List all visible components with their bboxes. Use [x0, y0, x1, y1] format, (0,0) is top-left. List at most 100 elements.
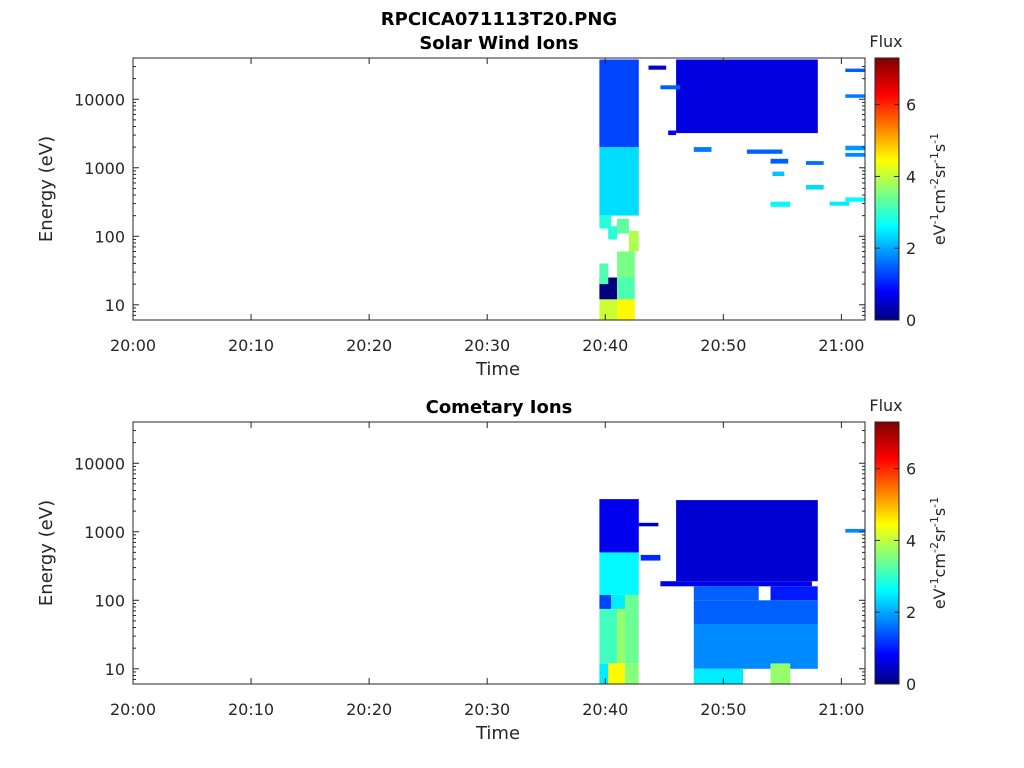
colorbar [875, 58, 899, 320]
x-tick-label: 20:40 [582, 700, 628, 719]
heatmap-cell [599, 552, 639, 595]
heatmap-cell [640, 554, 661, 561]
heatmap-cell [845, 197, 865, 202]
heatmap-cell [770, 663, 791, 684]
heatmap-cell [624, 594, 639, 609]
y-tick-label: 100 [94, 227, 125, 246]
heatmap-cell [693, 624, 818, 669]
heatmap-cell [845, 145, 865, 151]
heatmap-cell [660, 581, 812, 587]
heatmap-cell [693, 586, 759, 601]
colorbar-frame [874, 57, 900, 321]
heatmap-cell [624, 663, 639, 684]
heatmap-cell [693, 668, 743, 684]
heatmap-cell [617, 251, 635, 278]
heatmap-cell [676, 59, 818, 134]
colorbar-tick-label: 4 [906, 531, 916, 550]
y-axis: 10 100 1000 10000 [74, 421, 865, 685]
colorbar-tick-label: 6 [906, 460, 916, 479]
colorbar-ticks: 0 2 4 6 [875, 96, 916, 330]
x-tick-label: 20:00 [110, 336, 156, 355]
x-axis: 20:00 20:10 20:20 20:30 20:40 20:50 21:00 [110, 58, 864, 355]
x-tick-label: 20:10 [228, 700, 274, 719]
heatmap-cell [599, 215, 612, 229]
y-tick-label: 10000 [74, 90, 125, 109]
heatmap-cell [845, 68, 865, 72]
heatmap-cell [599, 663, 609, 684]
heatmap-cell [624, 608, 639, 664]
heatmap-cell [676, 500, 818, 582]
x-tick-label: 21:00 [818, 336, 864, 355]
colorbar-frame [874, 421, 900, 685]
heatmap-cell [599, 594, 612, 609]
y-tick-label: 10000 [74, 454, 125, 473]
y-tick-label: 10 [105, 296, 125, 315]
heatmap-cell [599, 147, 639, 216]
heatmap-cell [599, 608, 618, 664]
heatmap-cell [829, 201, 850, 206]
heatmap-cell [806, 185, 824, 190]
x-tick-label: 20:50 [700, 700, 746, 719]
x-tick-label: 20:00 [110, 700, 156, 719]
heatmap-cell [806, 161, 824, 165]
x-tick-label: 20:40 [582, 336, 628, 355]
heatmap-cell [599, 263, 609, 285]
plot-frame [132, 421, 866, 685]
y-axis-label: Energy (eV) [36, 500, 57, 606]
heatmap-cell [608, 663, 625, 684]
heatmap-cell [668, 130, 677, 136]
heatmap-cell [845, 152, 865, 157]
heatmap-cell [648, 65, 667, 70]
y-tick-label: 1000 [84, 523, 125, 542]
x-axis: 20:00 20:10 20:20 20:30 20:40 20:50 21:00 [110, 422, 864, 719]
heatmap-cell [617, 218, 629, 234]
heatmap-cell [845, 528, 865, 533]
heatmap-cell [617, 277, 635, 300]
colorbar-tick-label: 6 [906, 96, 916, 115]
heatmap-cell [693, 147, 712, 152]
colorbar-tick-label: 2 [906, 239, 916, 258]
panel-title: Solar Wind Ions [419, 33, 578, 54]
colorbar-tick-label: 0 [906, 675, 916, 694]
heatmap-cell [770, 201, 791, 207]
heatmap-cell [660, 85, 681, 90]
heatmap-cell [617, 608, 625, 664]
x-tick-label: 20:20 [346, 336, 392, 355]
figure-title: RPCICA071113T20.PNG [381, 9, 617, 30]
colorbar-tick-label: 0 [906, 311, 916, 330]
panel-title: Cometary Ions [426, 397, 573, 418]
colorbar-title: Flux [869, 396, 902, 415]
x-tick-label: 20:30 [464, 336, 510, 355]
y-axis: 10 100 1000 10000 [74, 57, 865, 321]
colorbar-title: Flux [869, 32, 902, 51]
colorbar-tick-label: 2 [906, 603, 916, 622]
heatmap-cell [611, 594, 625, 609]
heatmap-cells [599, 499, 865, 684]
y-tick-label: 1000 [84, 159, 125, 178]
y-axis-label: Energy (eV) [36, 136, 57, 242]
y-tick-label: 100 [94, 591, 125, 610]
colorbar [875, 422, 899, 684]
colorbar-ticks: 0 2 4 6 [875, 460, 916, 694]
panel-solar-wind: Solar Wind Ions 10 100 1000 10000 20:00 20:1… [36, 32, 949, 380]
heatmap-cell [746, 149, 783, 154]
heatmap-cell [599, 499, 639, 553]
colorbar-label: eV-1cm-2sr-1s-1 [928, 133, 949, 245]
heatmap-cell [617, 299, 635, 320]
x-axis-label: Time [475, 723, 520, 744]
heatmap-cells [599, 59, 865, 320]
x-tick-label: 20:50 [700, 336, 746, 355]
heatmap-cell [693, 600, 818, 625]
x-tick-label: 21:00 [818, 700, 864, 719]
heatmap-cell [599, 59, 639, 148]
heatmap-cell [599, 299, 618, 320]
heatmap-cell [770, 158, 789, 164]
x-tick-label: 20:10 [228, 336, 274, 355]
heatmap-cell [772, 171, 785, 176]
heatmap-cell [638, 522, 659, 527]
x-tick-label: 20:20 [346, 700, 392, 719]
heatmap-cell [770, 586, 818, 601]
x-tick-label: 20:30 [464, 700, 510, 719]
